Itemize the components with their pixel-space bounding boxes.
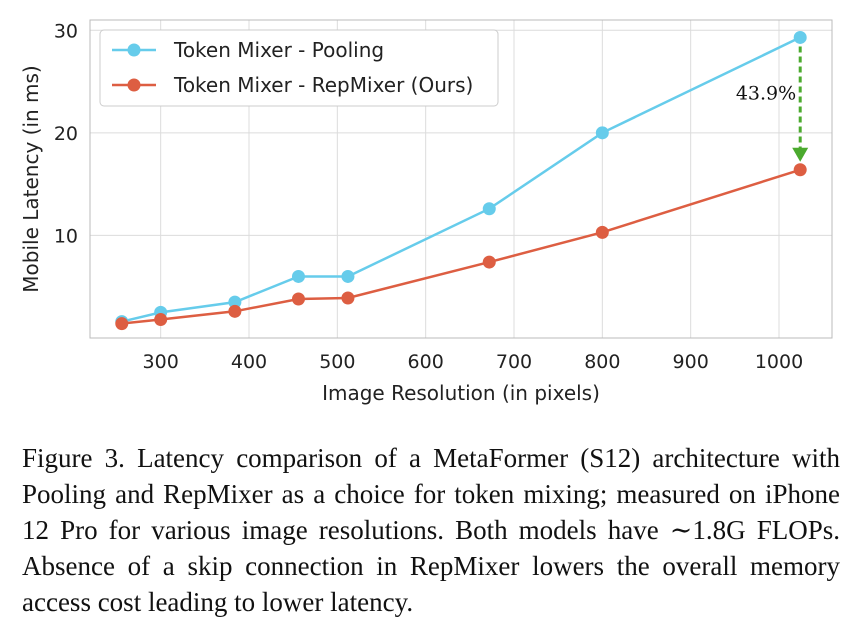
legend-label-pooling: Token Mixer - Pooling xyxy=(173,38,384,62)
data-point xyxy=(228,304,242,318)
legend-label-repmixer: Token Mixer - RepMixer (Ours) xyxy=(173,73,473,97)
x-tick-label: 700 xyxy=(496,351,532,373)
data-point xyxy=(793,30,807,44)
data-point xyxy=(482,202,496,216)
series-line-1 xyxy=(121,168,801,325)
x-tick-label: 900 xyxy=(673,351,709,373)
data-point xyxy=(228,295,242,309)
data-point xyxy=(291,292,305,306)
data-point xyxy=(341,269,355,283)
y-tick-label: 30 xyxy=(54,20,78,42)
figure-caption: Figure 3. Latency comparison of a MetaFo… xyxy=(22,443,840,617)
x-tick-label: 800 xyxy=(584,351,620,373)
x-tick-label: 500 xyxy=(319,351,355,373)
legend-marker-repmixer xyxy=(127,78,141,92)
y-tick-label: 10 xyxy=(54,225,78,247)
data-point xyxy=(793,163,807,177)
annotation-arrow-head xyxy=(792,147,809,162)
data-point xyxy=(595,126,609,140)
x-tick-label: 400 xyxy=(231,351,267,373)
latency-chart: 300 400 500 600 700 800 900 1000 10 20 30 43.9% To… xyxy=(19,19,833,405)
data-point xyxy=(341,291,355,305)
data-point xyxy=(154,313,168,327)
x-tick-label: 300 xyxy=(143,351,179,373)
y-axis-label: Mobile Latency (in ms) xyxy=(19,65,43,292)
data-point xyxy=(482,255,496,269)
legend-box xyxy=(99,29,499,107)
x-tick-label: 1000 xyxy=(755,351,803,373)
axis-ticks: 300 400 500 600 700 800 900 1000 10 20 30 xyxy=(54,20,803,373)
plot-frame xyxy=(89,19,833,339)
x-axis-label: Image Resolution (in pixels) xyxy=(322,381,600,405)
x-tick-label: 600 xyxy=(408,351,444,373)
y-tick-label: 20 xyxy=(54,123,78,145)
series-layer xyxy=(115,30,807,331)
series-line-0 xyxy=(121,36,801,323)
legend-marker-pooling xyxy=(127,43,141,57)
data-point xyxy=(291,269,305,283)
reduction-annotation: 43.9% xyxy=(736,46,809,162)
data-point xyxy=(115,317,129,331)
data-point xyxy=(595,225,609,239)
annotation-label: 43.9% xyxy=(736,83,796,105)
legend: Token Mixer - Pooling Token Mixer - RepM… xyxy=(99,29,499,107)
